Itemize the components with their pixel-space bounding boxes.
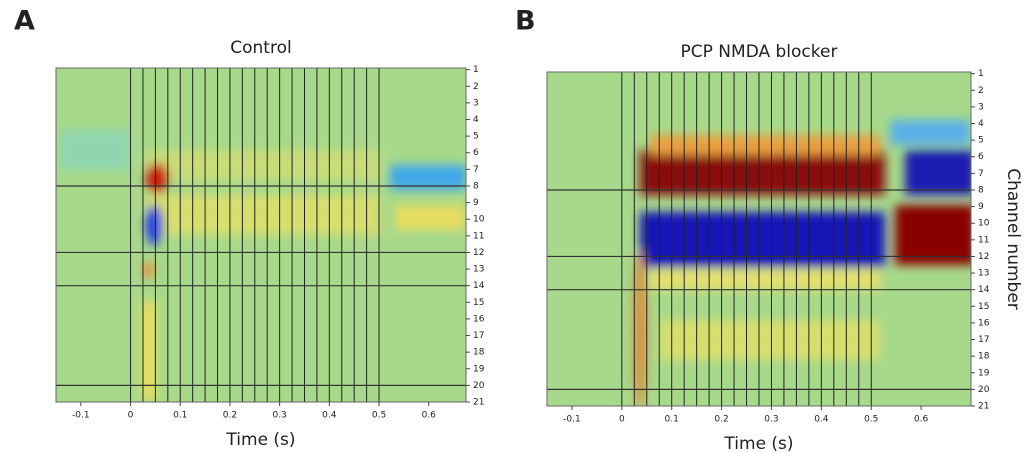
panel-label: A [14,6,35,37]
heatmap-a [56,68,466,402]
x-tick-label: 0.5 [372,411,386,421]
x-tick-label: 0 [619,415,625,425]
y-tick-label: 3 [978,102,984,112]
plot-frame [55,67,467,403]
y-tick-label: 15 [473,298,484,308]
y-tick-label: 8 [978,185,984,195]
y-tick-label: 1 [978,69,984,79]
x-tick-label: 0 [128,411,134,421]
y-tick-label: 18 [473,348,485,358]
x-axis-label: Time (s) [225,430,295,450]
y-tick-label: 2 [978,86,984,96]
chart-title: Control [230,38,291,58]
chart-title: PCP NMDA blocker [681,42,838,62]
heatmap-b [547,72,971,406]
y-tick-label: 21 [978,402,989,412]
y-tick-label: 18 [978,352,990,362]
x-axis-label: Time (s) [723,434,793,453]
y-tick-label: 19 [978,368,990,378]
y-tick-label: 14 [473,281,485,291]
y-tick-label: 14 [978,285,990,295]
x-tick-label: 0.4 [322,411,337,421]
panel-label: B [515,6,536,37]
y-tick-label: 15 [978,302,989,312]
plot-frame [546,71,972,407]
y-axis-label: Channel number [1003,168,1023,310]
x-tick-label: 0.3 [764,415,778,425]
y-tick-label: 10 [978,219,990,229]
y-tick-label: 11 [473,231,484,241]
x-tick-label: 0.2 [223,411,237,421]
y-tick-label: 4 [978,119,984,129]
x-tick-label: 0.6 [914,415,929,425]
y-tick-label: 11 [978,235,989,245]
x-tick-label: 0.1 [173,411,187,421]
x-tick-label: 0.4 [814,415,829,425]
x-tick-label: 0.2 [714,415,728,425]
y-tick-label: 13 [473,265,484,275]
y-tick-label: 21 [473,398,484,408]
y-tick-label: 7 [473,165,479,175]
y-tick-label: 6 [978,152,984,162]
y-tick-label: 17 [473,331,484,341]
y-tick-label: 1 [473,65,479,75]
y-tick-label: 7 [978,169,984,179]
x-tick-label: 0.5 [864,415,878,425]
y-tick-label: 10 [473,215,485,225]
y-tick-label: 2 [473,82,479,92]
y-tick-label: 5 [473,132,479,142]
y-tick-label: 12 [978,252,989,262]
y-tick-label: 5 [978,136,984,146]
y-tick-label: 3 [473,98,479,108]
y-tick-label: 16 [978,318,990,328]
y-tick-label: 8 [473,181,479,191]
y-tick-label: 19 [473,364,485,374]
x-tick-label: 0.6 [422,411,437,421]
y-tick-label: 9 [978,202,984,212]
y-tick-label: 16 [473,314,485,324]
y-tick-label: 20 [473,381,485,391]
y-tick-label: 6 [473,148,479,158]
x-tick-label: -0.1 [72,411,90,421]
x-tick-label: -0.1 [563,415,581,425]
x-tick-label: 0.1 [665,415,679,425]
y-tick-label: 20 [978,385,990,395]
y-tick-label: 17 [978,335,989,345]
y-tick-label: 12 [473,248,484,258]
y-tick-label: 9 [473,198,479,208]
y-tick-label: 4 [473,115,479,125]
y-tick-label: 13 [978,269,989,279]
x-tick-label: 0.3 [272,411,286,421]
